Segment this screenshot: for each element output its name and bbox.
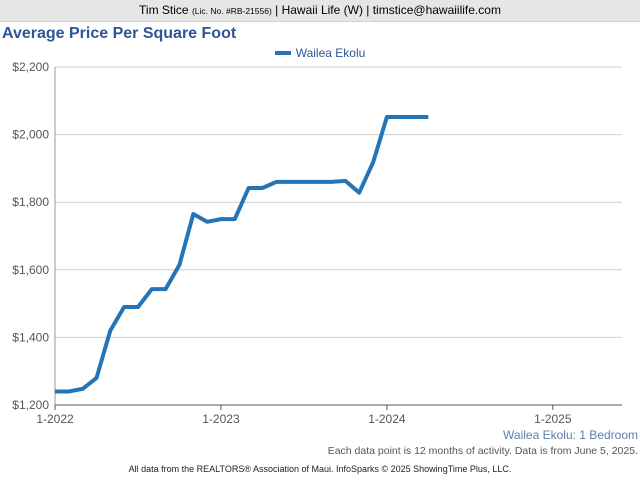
y-tick-label: $1,600 — [12, 263, 49, 277]
data-point — [344, 179, 347, 182]
license-number: (Lic. No. #RB-21556) — [191, 6, 272, 16]
header-bar: Tim Stice (Lic. No. #RB-21556) | Hawaii … — [0, 0, 640, 22]
series-line — [55, 115, 429, 394]
chart-title: Average Price Per Square Foot — [2, 25, 237, 42]
data-point — [385, 116, 388, 119]
data-point — [206, 220, 209, 223]
x-tick-label: 1-2023 — [202, 412, 240, 426]
data-point — [427, 116, 430, 119]
data-point — [95, 376, 98, 379]
y-tick-label: $1,200 — [12, 398, 49, 412]
data-point — [413, 116, 416, 119]
agent-name: Tim Stice — [139, 3, 189, 17]
data-point — [316, 180, 319, 183]
y-tick-label: $2,200 — [12, 60, 49, 74]
data-point — [372, 161, 375, 164]
chart-subtitle: Wailea Ekolu: 1 Bedroom — [503, 428, 638, 442]
data-point — [164, 288, 167, 291]
data-point — [399, 116, 402, 119]
x-tick-label: 1-2022 — [36, 412, 74, 426]
data-point — [358, 191, 361, 194]
x-tick-label: 1-2025 — [534, 412, 572, 426]
legend-label: Wailea Ekolu — [295, 46, 366, 60]
data-point — [289, 180, 292, 183]
footer-credit: All data from the REALTORS® Association … — [128, 464, 512, 474]
y-tick-label: $1,800 — [12, 195, 49, 209]
data-point — [261, 187, 264, 190]
data-point — [233, 218, 236, 221]
legend-swatch — [274, 50, 291, 55]
agency-contact: | Hawaii Life (W) | timstice@hawaiilife.… — [275, 3, 501, 17]
data-point — [192, 213, 195, 216]
data-point — [136, 305, 139, 308]
data-point — [247, 187, 250, 190]
data-point — [150, 288, 153, 291]
data-point — [109, 329, 112, 332]
data-point — [302, 180, 305, 183]
data-point — [178, 263, 181, 266]
legend[interactable]: Wailea Ekolu — [0, 46, 640, 60]
data-note: Each data point is 12 months of activity… — [327, 445, 638, 457]
data-point — [275, 180, 278, 183]
data-point — [330, 180, 333, 183]
data-point — [81, 387, 84, 390]
y-tick-label: $2,000 — [12, 128, 49, 142]
x-tick-label: 1-2024 — [368, 412, 406, 426]
data-point — [54, 390, 57, 393]
data-point — [219, 218, 222, 221]
data-point — [67, 390, 70, 393]
data-point — [123, 305, 126, 308]
y-tick-label: $1,400 — [12, 330, 49, 344]
